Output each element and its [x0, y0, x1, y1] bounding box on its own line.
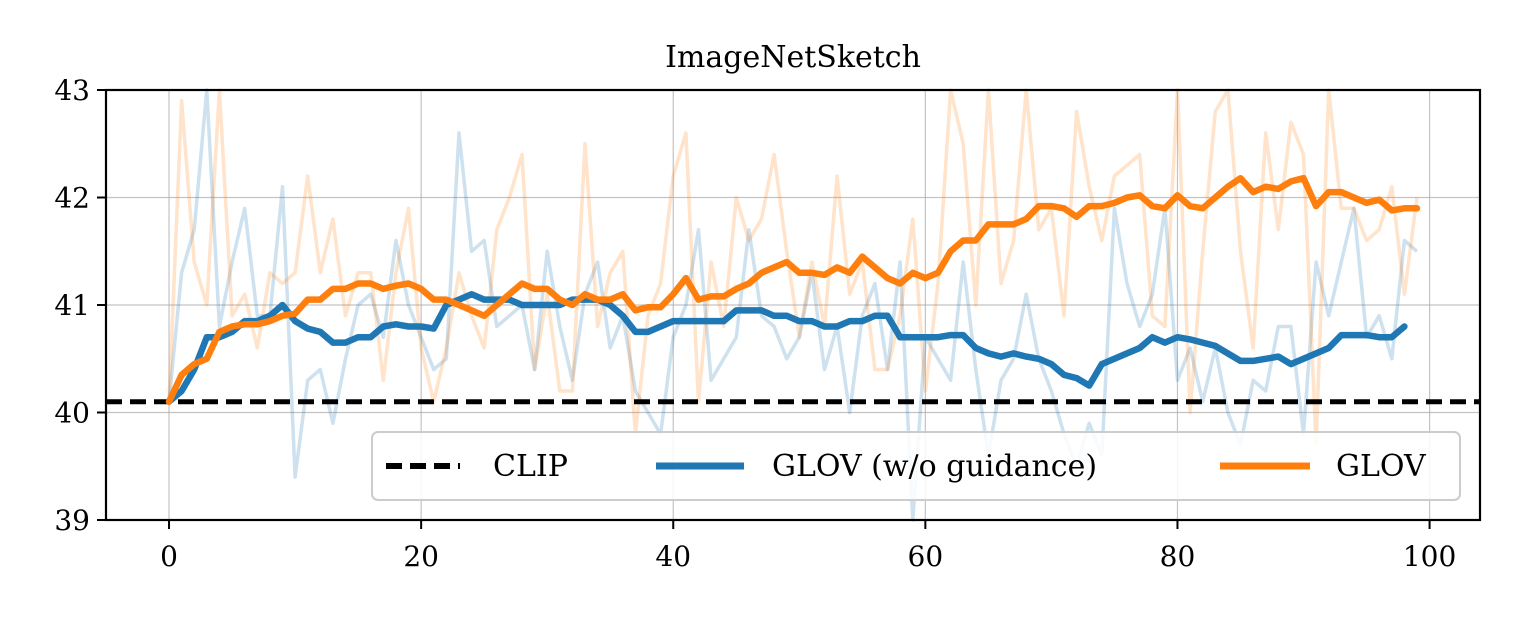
y-tick-label-41: 41: [54, 289, 90, 322]
legend-label-glov-wo-guidance: GLOV (w/o guidance): [772, 449, 1097, 484]
series-line-glov: [165, 174, 1421, 405]
x-tick-label-80: 80: [1160, 540, 1196, 573]
x-tick-label-40: 40: [655, 540, 691, 573]
x-tick-label-20: 20: [403, 540, 439, 573]
smoothed-series-layer: [165, 174, 1421, 405]
x-tick-label-0: 0: [160, 540, 178, 573]
x-tick-label-60: 60: [908, 540, 944, 573]
raw-series-layer: [167, 88, 1419, 522]
series-line-glov-w-o-guidance: [165, 290, 1408, 405]
axis-ticks: 0 20 40 60 80 100 39 40 41 42 43: [54, 74, 1456, 573]
legend-label-glov: GLOV: [1336, 449, 1427, 484]
legend-label-clip: CLIP: [493, 449, 568, 484]
chart-title: ImageNetSketch: [665, 40, 921, 75]
legend: CLIP GLOV (w/o guidance) GLOV: [371, 431, 1461, 501]
x-tick-label-100: 100: [1403, 540, 1456, 573]
series-raw-glov-w-o-guidance: [167, 88, 1419, 522]
y-tick-label-43: 43: [54, 74, 90, 107]
y-tick-label-42: 42: [54, 182, 90, 215]
y-tick-label-39: 39: [54, 504, 90, 537]
y-tick-label-40: 40: [54, 397, 90, 430]
series-raw-glov: [167, 88, 1419, 447]
legend-box: [371, 431, 1461, 501]
